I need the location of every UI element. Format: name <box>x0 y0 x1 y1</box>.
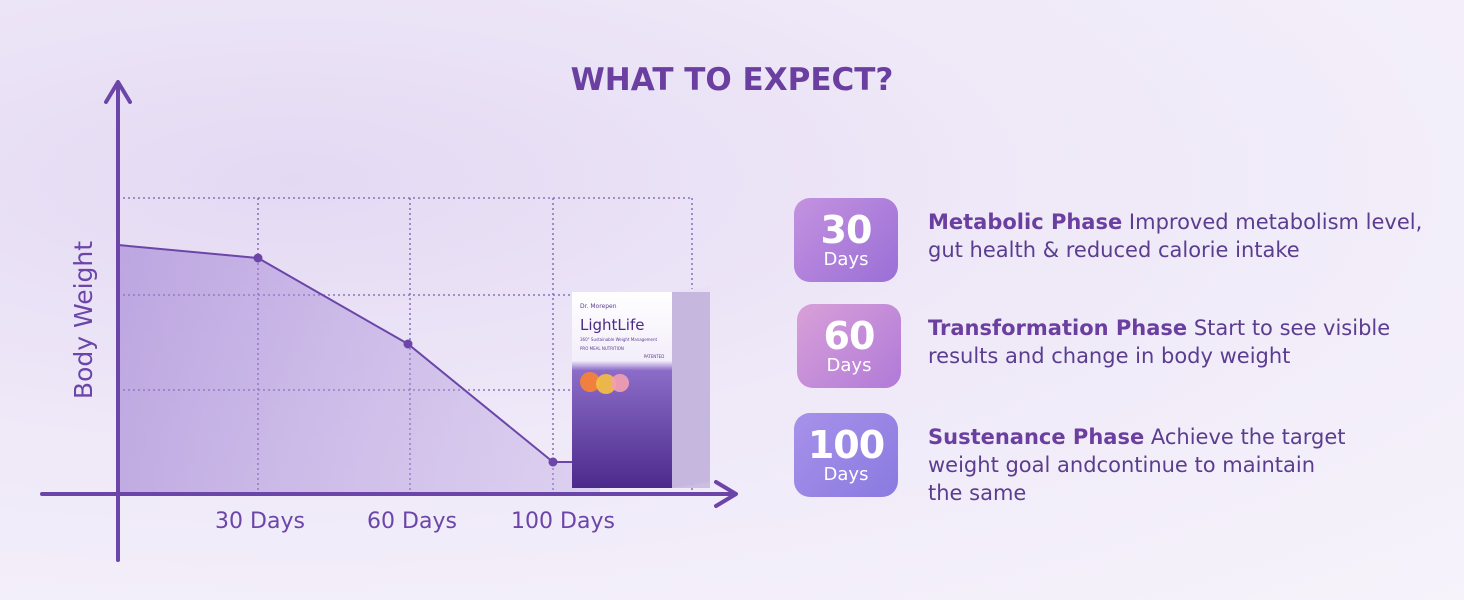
phase: 30 Days Metabolic Phase Improved metabol… <box>794 198 1444 284</box>
badge-unit: Days <box>823 249 869 270</box>
product-badge: PATENTED <box>644 354 665 359</box>
product-name: LightLife <box>580 316 644 334</box>
phase-description: Sustenance Phase Achieve the target weig… <box>928 423 1348 507</box>
badge-number: 30 <box>820 208 873 252</box>
phase: 100 Days Sustenance Phase Achieve the ta… <box>794 413 1444 505</box>
phase-heading: Metabolic Phase <box>928 210 1123 234</box>
phase: 60 Days Transformation Phase Start to se… <box>794 304 1444 390</box>
phase-description: Metabolic Phase Improved metabolism leve… <box>928 208 1428 264</box>
product-tagline: 360° Sustainable Weight Management <box>580 337 658 342</box>
phase-text: Achieve the target weight goal andcontin… <box>928 425 1346 505</box>
product-box: Dr. Morepen LightLife 360° Sustainable W… <box>572 286 710 488</box>
badge-unit: Days <box>823 464 869 485</box>
product-category: PRO MEAL NUTRITION <box>580 346 624 351</box>
badge: 100 Days <box>794 413 898 497</box>
product-brand: Dr. Morepen <box>580 303 617 310</box>
x-label: 60 Days <box>367 509 457 534</box>
title: WHAT TO EXPECT? <box>570 62 894 98</box>
y-axis-label: Body Weight <box>69 241 98 399</box>
phase-heading: Sustenance Phase <box>928 425 1145 449</box>
x-label: 100 Days <box>511 509 615 534</box>
point <box>403 339 413 349</box>
badge-number: 100 <box>807 423 885 467</box>
point <box>548 457 558 467</box>
badge-number: 60 <box>823 314 876 358</box>
badge: 60 Days <box>797 304 901 388</box>
x-label: 30 Days <box>215 509 305 534</box>
phase-description: Transformation Phase Start to see visibl… <box>928 314 1428 370</box>
axes <box>40 80 738 562</box>
point <box>253 253 263 263</box>
phase-text: Start to see visible results and change … <box>928 316 1391 368</box>
graph: Body Weight 30 Days 60 Days 100 Days Dr.… <box>40 80 738 562</box>
weight-area <box>118 245 600 494</box>
phase-text: Improved metabolism level, gut health & … <box>928 210 1423 262</box>
badge-unit: Days <box>826 355 872 376</box>
phase-heading: Transformation Phase <box>928 316 1188 340</box>
badge: 30 Days <box>794 198 898 282</box>
